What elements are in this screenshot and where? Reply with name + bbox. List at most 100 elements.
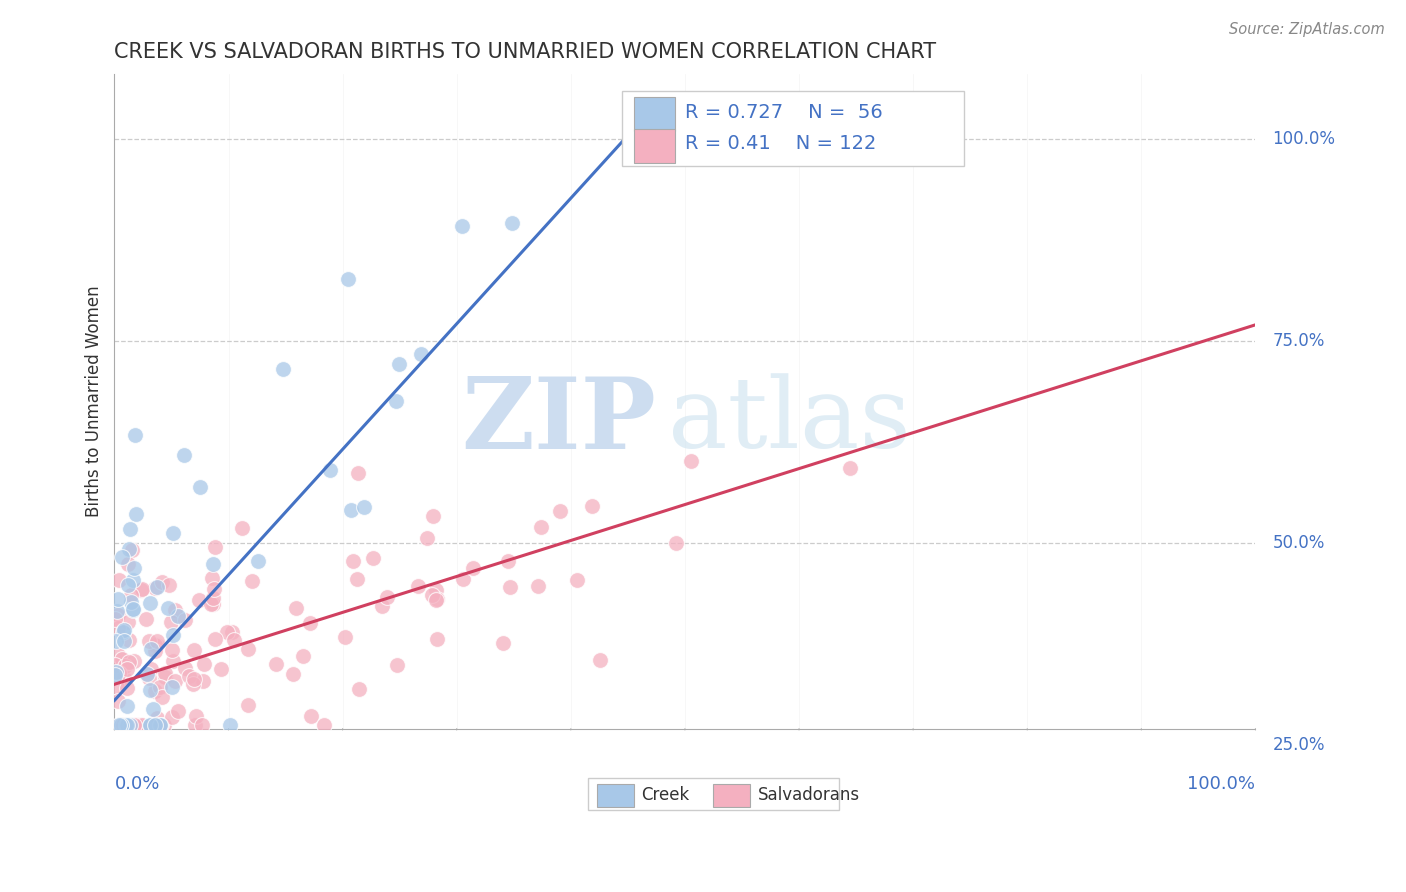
Point (204, 541, 226, 555)
Point (117, 615, 139, 629)
FancyBboxPatch shape (598, 784, 634, 806)
Point (107, 648, 129, 663)
Point (143, 581, 166, 595)
Point (138, 717, 160, 731)
Point (679, 453, 702, 467)
Point (163, 602, 186, 616)
Point (120, 595, 142, 609)
Point (121, 602, 143, 616)
Point (143, 684, 166, 698)
Point (139, 683, 162, 698)
Point (146, 710, 169, 724)
Point (461, 561, 484, 575)
Text: atlas: atlas (668, 373, 911, 469)
Point (530, 520, 553, 534)
Point (162, 628, 184, 642)
Point (115, 699, 138, 714)
Point (202, 557, 225, 571)
Point (108, 666, 131, 681)
Point (162, 526, 184, 541)
Point (211, 662, 233, 676)
Point (135, 612, 157, 626)
Point (105, 680, 128, 694)
Point (160, 643, 183, 657)
Text: Salvadorans: Salvadorans (758, 787, 860, 805)
Point (149, 717, 172, 731)
Point (318, 463, 340, 477)
Point (104, 665, 127, 679)
Point (118, 717, 141, 731)
Point (149, 680, 172, 694)
Point (122, 573, 145, 587)
Point (111, 625, 134, 640)
Point (163, 674, 186, 689)
Point (112, 671, 135, 685)
Point (385, 394, 408, 409)
Point (149, 717, 172, 731)
Point (450, 219, 472, 233)
Point (240, 574, 263, 588)
Point (153, 717, 176, 731)
Point (121, 543, 143, 558)
Point (292, 649, 315, 664)
Point (298, 615, 321, 630)
Point (183, 643, 205, 657)
Point (181, 677, 204, 691)
Text: CREEK VS SALVADORAN BIRTHS TO UNMARRIED WOMEN CORRELATION CHART: CREEK VS SALVADORAN BIRTHS TO UNMARRIED … (114, 42, 936, 62)
Point (157, 578, 180, 592)
Point (131, 582, 153, 596)
Point (204, 632, 226, 646)
Point (347, 681, 370, 696)
Point (111, 549, 134, 564)
Point (361, 550, 384, 565)
Point (146, 633, 169, 648)
Point (193, 657, 215, 671)
Point (139, 717, 162, 731)
Point (117, 557, 139, 571)
Point (138, 634, 160, 648)
Point (150, 690, 173, 704)
FancyBboxPatch shape (623, 91, 965, 166)
Point (337, 272, 360, 286)
Point (160, 680, 183, 694)
Text: 0.0%: 0.0% (114, 774, 160, 792)
Point (499, 580, 522, 594)
Point (153, 665, 176, 680)
Point (342, 554, 364, 568)
Text: ZIP: ZIP (461, 373, 657, 470)
FancyBboxPatch shape (713, 784, 749, 806)
Point (115, 717, 138, 731)
Point (105, 604, 128, 618)
Point (112, 634, 135, 648)
Point (107, 717, 129, 731)
Text: 100.0%: 100.0% (1272, 130, 1336, 148)
Point (117, 681, 139, 695)
Point (157, 601, 180, 615)
Point (125, 507, 148, 521)
Point (118, 633, 141, 648)
Point (108, 573, 131, 587)
FancyBboxPatch shape (634, 97, 675, 131)
Point (202, 591, 225, 605)
Point (665, 535, 688, 549)
Text: 75.0%: 75.0% (1272, 332, 1324, 350)
Point (426, 592, 449, 607)
Point (166, 704, 188, 718)
Point (167, 609, 190, 624)
Point (115, 717, 138, 731)
Point (188, 592, 211, 607)
Point (107, 694, 129, 708)
Point (124, 561, 146, 575)
Point (202, 597, 225, 611)
Point (173, 449, 195, 463)
Point (141, 642, 163, 657)
Point (425, 582, 447, 597)
Point (138, 671, 160, 685)
Point (162, 654, 184, 668)
Point (222, 633, 245, 648)
Point (183, 672, 205, 686)
Point (202, 582, 225, 597)
Point (114, 659, 136, 673)
Text: R = 0.727    N =  56: R = 0.727 N = 56 (685, 103, 883, 122)
Point (108, 717, 131, 731)
